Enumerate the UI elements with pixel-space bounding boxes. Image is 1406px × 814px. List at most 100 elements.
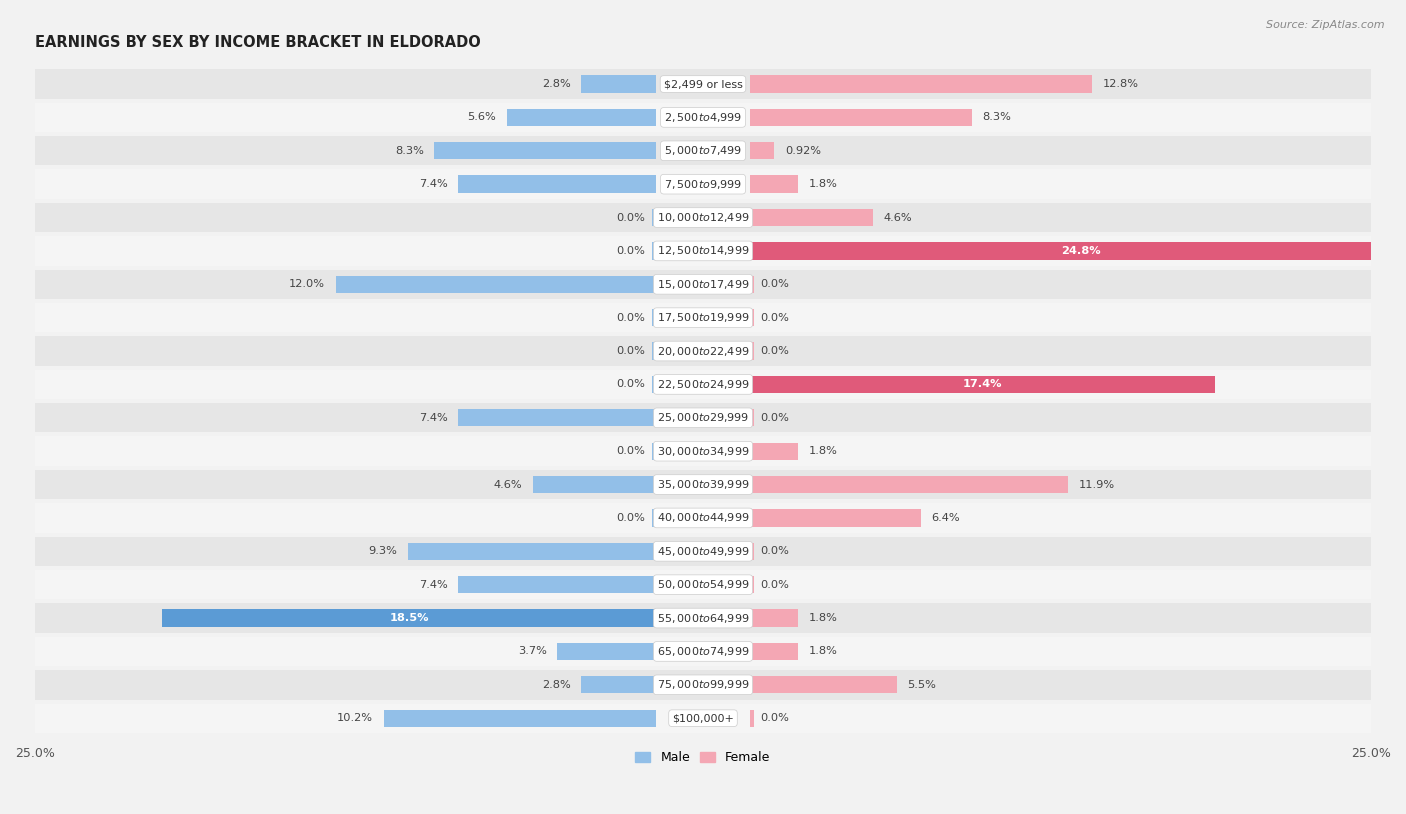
Bar bbox=[35, 436, 1371, 466]
Bar bbox=[458, 576, 657, 593]
Text: 0.0%: 0.0% bbox=[617, 346, 645, 356]
Text: 0.0%: 0.0% bbox=[617, 379, 645, 389]
Text: $10,000 to $12,499: $10,000 to $12,499 bbox=[657, 211, 749, 224]
Text: 0.0%: 0.0% bbox=[761, 346, 789, 356]
Text: 0.0%: 0.0% bbox=[761, 546, 789, 556]
Text: 1.8%: 1.8% bbox=[808, 179, 838, 189]
Bar bbox=[749, 276, 754, 293]
Bar bbox=[652, 343, 657, 360]
Text: $2,499 or less: $2,499 or less bbox=[664, 79, 742, 89]
Text: 1.8%: 1.8% bbox=[808, 446, 838, 456]
Bar bbox=[35, 503, 1371, 532]
Text: 2.8%: 2.8% bbox=[541, 680, 571, 689]
Text: 0.0%: 0.0% bbox=[761, 580, 789, 589]
Text: 0.0%: 0.0% bbox=[617, 313, 645, 322]
Bar bbox=[35, 136, 1371, 165]
Text: $30,000 to $34,999: $30,000 to $34,999 bbox=[657, 444, 749, 457]
Text: 0.0%: 0.0% bbox=[617, 446, 645, 456]
Text: $17,500 to $19,999: $17,500 to $19,999 bbox=[657, 311, 749, 324]
Bar bbox=[749, 610, 797, 627]
Bar bbox=[35, 370, 1371, 399]
Text: 0.0%: 0.0% bbox=[617, 513, 645, 523]
Bar bbox=[749, 710, 754, 727]
Bar bbox=[458, 409, 657, 427]
Bar bbox=[582, 76, 657, 93]
Text: $45,000 to $49,999: $45,000 to $49,999 bbox=[657, 545, 749, 558]
Text: $50,000 to $54,999: $50,000 to $54,999 bbox=[657, 578, 749, 591]
Text: 4.6%: 4.6% bbox=[494, 479, 523, 489]
Text: EARNINGS BY SEX BY INCOME BRACKET IN ELDORADO: EARNINGS BY SEX BY INCOME BRACKET IN ELD… bbox=[35, 35, 481, 50]
Bar bbox=[749, 409, 754, 427]
Bar bbox=[35, 203, 1371, 232]
Text: $35,000 to $39,999: $35,000 to $39,999 bbox=[657, 478, 749, 491]
Text: 8.3%: 8.3% bbox=[395, 146, 423, 155]
Bar bbox=[533, 476, 657, 493]
Bar bbox=[652, 376, 657, 393]
Legend: Male, Female: Male, Female bbox=[630, 746, 776, 769]
Text: 0.92%: 0.92% bbox=[785, 146, 821, 155]
Text: $7,500 to $9,999: $7,500 to $9,999 bbox=[664, 177, 742, 190]
Bar bbox=[557, 643, 657, 660]
Bar bbox=[749, 76, 1092, 93]
Text: 7.4%: 7.4% bbox=[419, 580, 447, 589]
Text: $2,500 to $4,999: $2,500 to $4,999 bbox=[664, 111, 742, 124]
Text: Source: ZipAtlas.com: Source: ZipAtlas.com bbox=[1267, 20, 1385, 30]
Bar bbox=[35, 169, 1371, 199]
Bar bbox=[35, 403, 1371, 432]
Text: $100,000+: $100,000+ bbox=[672, 713, 734, 723]
Bar bbox=[582, 676, 657, 694]
Bar bbox=[162, 610, 657, 627]
Text: 11.9%: 11.9% bbox=[1078, 479, 1115, 489]
Text: 4.6%: 4.6% bbox=[883, 212, 912, 222]
Bar bbox=[749, 142, 775, 160]
Text: 1.8%: 1.8% bbox=[808, 613, 838, 623]
Bar bbox=[749, 376, 1215, 393]
Bar bbox=[336, 276, 657, 293]
Bar bbox=[749, 643, 797, 660]
Text: 3.7%: 3.7% bbox=[517, 646, 547, 656]
Text: 0.0%: 0.0% bbox=[617, 246, 645, 256]
Text: 0.0%: 0.0% bbox=[617, 212, 645, 222]
Bar bbox=[35, 269, 1371, 299]
Bar bbox=[35, 703, 1371, 733]
Bar bbox=[434, 142, 657, 160]
Text: 12.8%: 12.8% bbox=[1102, 79, 1139, 89]
Text: 5.6%: 5.6% bbox=[467, 112, 496, 122]
Bar bbox=[749, 209, 873, 226]
Bar bbox=[749, 176, 797, 193]
Bar bbox=[35, 236, 1371, 265]
Text: 5.5%: 5.5% bbox=[907, 680, 936, 689]
Text: $65,000 to $74,999: $65,000 to $74,999 bbox=[657, 645, 749, 658]
Bar bbox=[652, 510, 657, 527]
Bar bbox=[35, 470, 1371, 499]
Text: 0.0%: 0.0% bbox=[761, 279, 789, 289]
Text: 7.4%: 7.4% bbox=[419, 179, 447, 189]
Text: 0.0%: 0.0% bbox=[761, 313, 789, 322]
Bar bbox=[384, 710, 657, 727]
Bar bbox=[749, 243, 1406, 260]
Text: 0.0%: 0.0% bbox=[761, 413, 789, 422]
Text: $12,500 to $14,999: $12,500 to $14,999 bbox=[657, 244, 749, 257]
Bar bbox=[35, 603, 1371, 632]
Bar bbox=[749, 543, 754, 560]
Bar bbox=[749, 443, 797, 460]
Bar bbox=[749, 476, 1067, 493]
Text: 17.4%: 17.4% bbox=[963, 379, 1002, 389]
Text: $5,000 to $7,499: $5,000 to $7,499 bbox=[664, 144, 742, 157]
Bar bbox=[749, 309, 754, 326]
Text: $15,000 to $17,499: $15,000 to $17,499 bbox=[657, 278, 749, 291]
Bar bbox=[652, 243, 657, 260]
Bar bbox=[458, 176, 657, 193]
Text: $75,000 to $99,999: $75,000 to $99,999 bbox=[657, 678, 749, 691]
Text: $55,000 to $64,999: $55,000 to $64,999 bbox=[657, 611, 749, 624]
Text: 2.8%: 2.8% bbox=[541, 79, 571, 89]
Bar bbox=[652, 209, 657, 226]
Bar bbox=[35, 637, 1371, 666]
Text: 9.3%: 9.3% bbox=[368, 546, 396, 556]
Text: $40,000 to $44,999: $40,000 to $44,999 bbox=[657, 511, 749, 524]
Text: 7.4%: 7.4% bbox=[419, 413, 447, 422]
Bar bbox=[506, 109, 657, 126]
Text: 6.4%: 6.4% bbox=[932, 513, 960, 523]
Bar bbox=[652, 443, 657, 460]
Bar bbox=[749, 676, 897, 694]
